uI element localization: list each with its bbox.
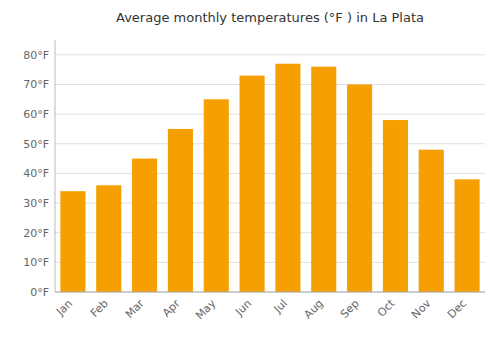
- bar: [419, 150, 444, 292]
- chart-container: Average monthly temperatures (°F ) in La…: [0, 0, 500, 350]
- x-tick-label: Sep: [338, 297, 362, 321]
- bar: [96, 185, 121, 292]
- y-tick-label: 70°F: [23, 78, 49, 91]
- grid: [55, 55, 485, 292]
- x-tick-label: Dec: [445, 297, 469, 321]
- chart-svg: Average monthly temperatures (°F ) in La…: [0, 0, 500, 350]
- x-tick-label: Apr: [160, 297, 183, 320]
- x-tick-label: Oct: [375, 296, 398, 319]
- grid-line: [55, 84, 485, 85]
- y-tick-label: 60°F: [23, 108, 49, 121]
- bar: [168, 129, 193, 292]
- y-tick-label: 30°F: [23, 197, 49, 210]
- bar: [311, 67, 336, 292]
- grid-line: [55, 292, 485, 293]
- x-tick-label: Nov: [409, 297, 434, 322]
- x-tick-label: Aug: [301, 297, 325, 321]
- bar: [383, 120, 408, 292]
- grid-line: [55, 114, 485, 115]
- y-tick-label: 20°F: [23, 227, 49, 240]
- bar: [347, 84, 372, 292]
- grid-line: [55, 54, 485, 55]
- bar: [132, 159, 157, 292]
- x-tick-label: Jun: [232, 297, 254, 319]
- y-tick-label: 0°F: [30, 286, 49, 299]
- grid-line: [55, 143, 485, 144]
- x-tick-label: May: [193, 297, 219, 323]
- bar: [275, 64, 300, 292]
- y-tick-label: 80°F: [23, 49, 49, 62]
- bar: [240, 76, 265, 292]
- x-tick-label: Feb: [88, 297, 111, 320]
- bar: [204, 99, 229, 292]
- x-tick-label: Mar: [123, 297, 147, 321]
- chart-title: Average monthly temperatures (°F ) in La…: [116, 10, 424, 25]
- bars: [60, 64, 479, 292]
- y-tick-label: 50°F: [23, 138, 49, 151]
- bar: [60, 191, 85, 292]
- bar: [455, 179, 480, 292]
- x-tick-label: Jan: [53, 297, 75, 319]
- y-axis-line: [55, 40, 56, 292]
- x-axis-line: [55, 292, 485, 293]
- y-tick-label: 40°F: [23, 167, 49, 180]
- x-tick-label: Jul: [271, 297, 290, 316]
- y-tick-label: 10°F: [23, 256, 49, 269]
